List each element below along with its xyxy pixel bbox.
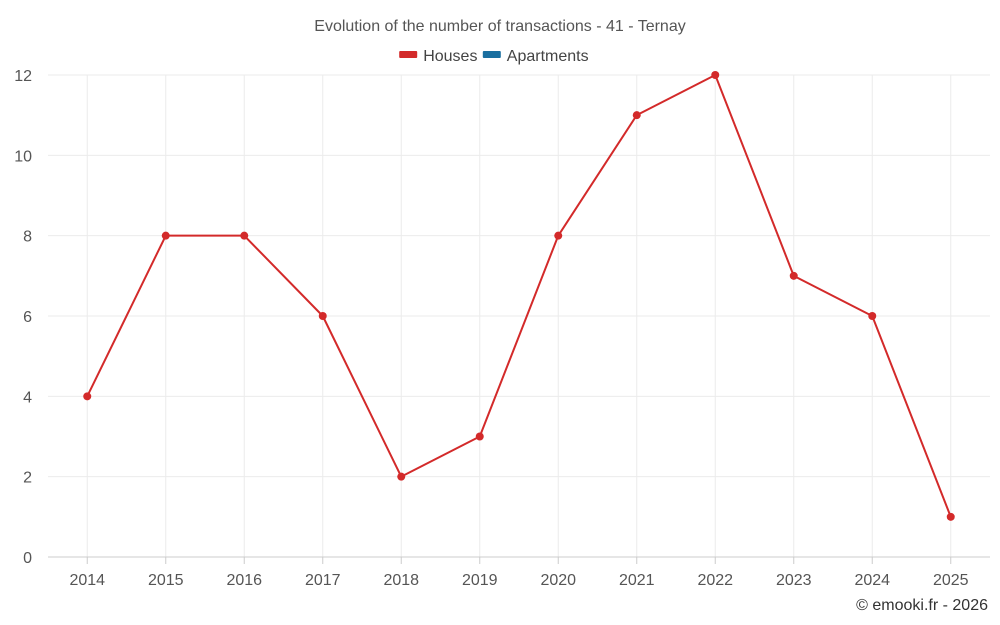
y-tick-label: 0 [23, 550, 32, 567]
data-point-houses[interactable] [475, 432, 484, 441]
x-tick-label: 2021 [619, 572, 655, 589]
series-layer [83, 71, 955, 521]
y-tick-label: 12 [14, 68, 32, 85]
y-tick-label: 10 [14, 148, 32, 165]
x-tick-label: 2024 [854, 572, 890, 589]
x-tick-label: 2014 [69, 572, 105, 589]
gridlines [48, 74, 990, 558]
legend: Houses Apartments [399, 48, 589, 65]
chart-title: Evolution of the number of transactions … [314, 18, 685, 35]
legend-label: Houses [423, 48, 477, 65]
x-tick-label: 2016 [226, 572, 262, 589]
credit-label: © emooki.fr - 2026 [856, 597, 988, 614]
x-tick-label: 2015 [148, 572, 184, 589]
data-point-houses[interactable] [318, 312, 327, 320]
data-point-houses[interactable] [946, 512, 955, 521]
legend-item-houses[interactable]: Houses [399, 48, 477, 65]
data-point-houses[interactable] [83, 392, 92, 401]
y-tick-label: 6 [23, 309, 32, 326]
x-axis-ticks: 2014 2015 2016 2017 2018 2019 2020 2021 2022 2023… [69, 557, 969, 589]
data-point-houses[interactable] [789, 271, 798, 280]
x-tick-label: 2019 [462, 572, 498, 589]
legend-swatch [399, 51, 418, 58]
x-tick-label: 2025 [933, 572, 969, 589]
data-point-houses[interactable] [240, 231, 249, 240]
data-point-houses[interactable] [632, 111, 641, 120]
legend-label: Apartments [507, 48, 589, 65]
x-tick-label: 2022 [697, 572, 733, 589]
legend-item-apartments[interactable]: Apartments [482, 48, 589, 65]
x-tick-label: 2018 [383, 572, 419, 589]
series-line-houses [86, 74, 952, 518]
x-tick-label: 2020 [540, 572, 576, 589]
x-tick-label: 2017 [305, 572, 341, 589]
data-point-houses[interactable] [397, 472, 406, 481]
data-point-houses[interactable] [711, 71, 720, 79]
y-tick-label: 4 [23, 389, 32, 406]
data-point-houses[interactable] [868, 312, 877, 320]
y-axis-ticks: 0 2 4 6 8 10 12 [14, 68, 32, 567]
legend-swatch [482, 51, 501, 58]
data-point-houses[interactable] [554, 231, 563, 240]
x-tick-label: 2023 [776, 572, 812, 589]
data-point-houses[interactable] [161, 231, 170, 240]
y-tick-label: 2 [23, 470, 32, 487]
y-tick-label: 8 [23, 229, 32, 246]
